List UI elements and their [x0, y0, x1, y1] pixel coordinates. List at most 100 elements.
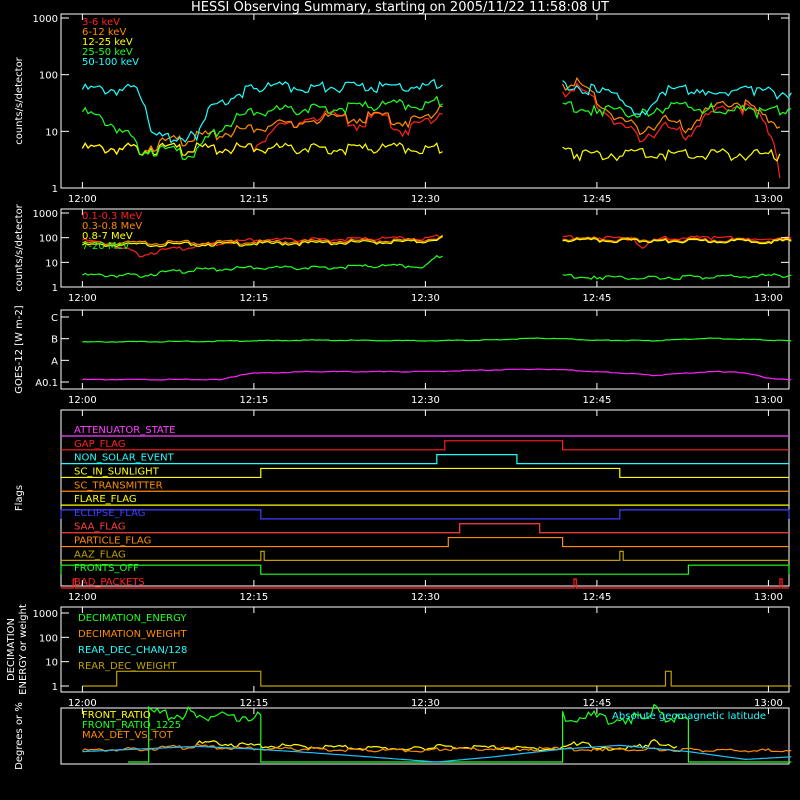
flag-label: FRONTS_OFF [74, 563, 139, 574]
y-tick-label: 1000 [33, 209, 58, 220]
flag-line [61, 550, 789, 561]
x-tick-label: 12:45 [582, 293, 611, 304]
flag-line [61, 467, 789, 479]
y-tick-label: 100 [39, 633, 58, 644]
p6-legend-entry: MAX_DET_VS_TOT [82, 730, 174, 741]
series-line-p2 [82, 254, 792, 281]
flag-line [61, 454, 789, 465]
x-tick-label: 12:45 [582, 395, 611, 406]
x-tick-label: 13:00 [754, 592, 783, 603]
p5-legend-entry: REAR_DEC_CHAN/128 [78, 645, 187, 656]
y-axis-label-p5: ENERGY or weight [18, 604, 29, 695]
p1-legend-entry: 25-50 keV [82, 47, 133, 58]
y-tick-label: 1 [52, 184, 58, 195]
flag-label: GAP_FLAG [74, 439, 126, 450]
y-axis-label-p3: GOES-12 [W m-2] [14, 305, 25, 393]
x-tick-label: 12:30 [411, 194, 440, 205]
x-tick-label: 12:00 [68, 293, 97, 304]
p2-legend-entry: 0.1-0.3 MeV [82, 211, 142, 222]
p5-legend-entry: DECIMATION_ENERGY [78, 613, 187, 624]
flag-label: FLARE_FLAG [74, 494, 137, 505]
p5-legend-entry: DECIMATION_WEIGHT [78, 629, 187, 640]
y-tick-label: 100 [39, 234, 58, 245]
y-tick-label: 10 [45, 258, 58, 269]
series-line-p3 [82, 368, 792, 381]
flag-line [60, 564, 790, 575]
panel-frame-1 [60, 13, 790, 189]
y-tick-label: C [51, 313, 58, 324]
flag-line [61, 536, 789, 548]
y-tick-label: A [51, 356, 58, 367]
y-tick-label: B [51, 335, 58, 346]
p1-legend-entry: 12-25 keV [82, 37, 133, 48]
flag-label: AAZ_FLAG [74, 549, 126, 560]
p1-legend-entry: 6-12 keV [82, 27, 126, 38]
flag-label: ECLIPSE_FLAG [74, 508, 145, 519]
x-tick-label: 12:30 [411, 395, 440, 406]
x-tick-label: 12:15 [239, 194, 268, 205]
series-line-p1 [81, 76, 781, 156]
x-tick-label: 12:00 [68, 698, 97, 709]
flag-line [61, 523, 789, 534]
y-tick-label: 1 [52, 682, 58, 693]
x-tick-label: 12:00 [68, 194, 97, 205]
series-line-p3 [82, 337, 792, 343]
p1-legend-entry: 3-6 keV [82, 17, 120, 28]
y-tick-label: 1 [52, 283, 58, 294]
series-line-p6 [82, 744, 792, 763]
flag-label: SC_IN_SUNLIGHT [74, 466, 160, 477]
flag-label: SAA_FLAG [74, 522, 125, 533]
flag-line [61, 440, 789, 451]
series-line-p2 [82, 233, 792, 258]
y-tick-label: 1000 [33, 609, 58, 620]
x-tick-label: 13:00 [754, 395, 783, 406]
chart-title: HESSI Observing Summary, starting on 200… [191, 0, 609, 15]
p6-legend-entry: FRONT_RATIO [82, 710, 151, 721]
x-tick-label: 13:00 [754, 194, 783, 205]
p2-legend-entry: 7-20 MeV [82, 241, 130, 252]
panel-frame-3 [60, 309, 790, 390]
series-line-p6 [128, 703, 792, 763]
flag-label: SC_TRANSMITTER [74, 480, 163, 491]
series-line-p1 [81, 95, 792, 161]
x-tick-label: 12:15 [239, 395, 268, 406]
x-tick-label: 12:00 [68, 395, 97, 406]
p2-legend-entry: 0.8-7 MeV [82, 231, 133, 242]
x-tick-label: 12:30 [411, 592, 440, 603]
p6-legend-entry: FRONT_RATIO_1225 [82, 720, 181, 731]
flag-label: ATTENUATOR_STATE [74, 425, 175, 436]
y-axis-label-p6: Degrees or % [14, 702, 25, 770]
y-axis-label-p5: DECIMATION [6, 618, 17, 681]
x-tick-label: 12:00 [68, 592, 97, 603]
y-axis-label-p4: Flags [14, 485, 25, 511]
series-line-p1 [81, 82, 781, 179]
annotation-geomagnetic: Absolute geomagnetic latitude [612, 711, 766, 722]
flag-line [60, 509, 790, 520]
series-line-p2 [82, 234, 792, 246]
x-tick-label: 12:45 [582, 592, 611, 603]
x-tick-label: 13:00 [754, 698, 783, 709]
y-tick-label: A0.1 [35, 378, 58, 389]
y-tick-label: 10 [45, 658, 58, 669]
flag-label: BAD_PACKETS [74, 577, 145, 588]
x-tick-label: 12:30 [411, 293, 440, 304]
series-line-p5 [82, 670, 792, 687]
series-line-p1 [81, 78, 792, 144]
x-tick-label: 13:00 [754, 293, 783, 304]
x-tick-label: 12:45 [582, 698, 611, 709]
p1-legend-entry: 50-100 keV [82, 57, 139, 68]
y-tick-label: 1000 [33, 14, 58, 25]
x-tick-label: 12:15 [239, 293, 268, 304]
x-tick-label: 12:15 [239, 592, 268, 603]
flag-line [61, 578, 789, 589]
series-line-p6 [82, 743, 792, 753]
x-tick-label: 12:30 [411, 698, 440, 709]
p5-legend-entry: REAR_DEC_WEIGHT [78, 661, 177, 672]
series-line-p2 [82, 235, 792, 248]
x-tick-label: 12:45 [582, 194, 611, 205]
y-tick-label: 10 [45, 127, 58, 138]
y-axis-label-p2: counts/s/detector [14, 203, 25, 291]
flag-label: PARTICLE_FLAG [74, 536, 151, 547]
y-tick-label: 100 [39, 71, 58, 82]
